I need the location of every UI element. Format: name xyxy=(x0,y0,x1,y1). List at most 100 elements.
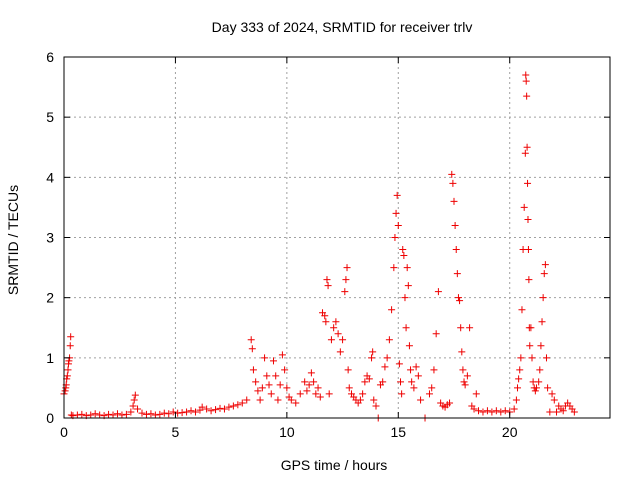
data-point xyxy=(67,333,75,341)
data-point xyxy=(425,390,433,398)
x-tick-label: 10 xyxy=(279,424,295,440)
data-point xyxy=(456,297,464,305)
data-point xyxy=(546,408,554,416)
data-point xyxy=(434,288,442,296)
data-point xyxy=(305,381,313,389)
data-point xyxy=(454,294,462,302)
data-point xyxy=(130,396,138,404)
data-point xyxy=(169,408,177,416)
data-point xyxy=(393,191,401,199)
data-point xyxy=(272,372,280,380)
data-point xyxy=(523,92,531,100)
data-point xyxy=(370,396,378,404)
data-point xyxy=(394,221,402,229)
data-point xyxy=(524,246,532,254)
data-point xyxy=(542,354,550,362)
data-point xyxy=(283,384,291,392)
data-point xyxy=(524,179,532,187)
data-point xyxy=(501,407,509,415)
data-point xyxy=(559,407,567,415)
data-point xyxy=(448,170,456,178)
data-point xyxy=(261,354,269,362)
data-point xyxy=(316,393,324,401)
data-point xyxy=(383,354,391,362)
data-point xyxy=(322,318,330,326)
data-point xyxy=(488,408,496,416)
data-point xyxy=(535,378,543,386)
data-point xyxy=(303,387,311,395)
data-point xyxy=(203,405,211,413)
data-point xyxy=(523,143,531,151)
x-axis-label: GPS time / hours xyxy=(281,457,388,473)
data-point xyxy=(492,407,500,415)
data-point xyxy=(372,402,380,410)
data-point xyxy=(521,149,529,157)
data-point xyxy=(229,402,237,410)
data-point xyxy=(391,234,399,241)
data-point xyxy=(67,411,75,419)
data-point xyxy=(532,384,540,392)
data-point xyxy=(287,396,295,404)
data-point xyxy=(243,396,251,404)
data-point xyxy=(212,406,220,414)
data-point xyxy=(265,381,273,389)
data-point xyxy=(96,411,104,419)
data-point xyxy=(122,410,130,418)
data-point xyxy=(536,366,544,374)
data-point xyxy=(417,396,425,404)
data-point xyxy=(341,288,349,296)
data-point xyxy=(325,390,333,398)
data-point xyxy=(459,366,467,374)
data-point xyxy=(369,348,377,356)
data-point xyxy=(248,345,256,353)
data-point xyxy=(276,381,284,389)
data-point xyxy=(142,410,150,418)
data-point xyxy=(256,396,264,404)
data-point xyxy=(61,387,69,395)
data-point xyxy=(296,390,304,398)
data-point xyxy=(517,354,525,362)
data-point xyxy=(332,318,340,326)
data-point xyxy=(342,276,350,284)
data-point xyxy=(446,399,454,407)
data-point xyxy=(414,372,422,380)
data-point xyxy=(65,357,73,365)
data-point xyxy=(412,363,420,371)
data-point xyxy=(466,324,474,332)
data-point xyxy=(165,410,173,418)
data-point xyxy=(324,282,332,290)
data-point xyxy=(522,77,530,85)
data-point xyxy=(379,378,387,386)
data-point xyxy=(537,342,545,350)
data-point xyxy=(522,71,530,79)
data-point xyxy=(395,360,403,368)
data-points xyxy=(60,71,578,422)
data-point xyxy=(263,372,271,380)
data-point xyxy=(392,209,400,217)
data-point xyxy=(512,396,520,404)
data-point xyxy=(531,387,539,395)
data-point xyxy=(365,375,373,383)
grid-lines xyxy=(64,57,610,418)
data-point xyxy=(198,403,206,411)
data-point xyxy=(453,270,461,278)
data-point xyxy=(475,407,483,415)
data-point xyxy=(131,391,139,399)
data-point xyxy=(430,366,438,374)
data-point xyxy=(292,399,300,407)
data-point xyxy=(510,405,518,413)
data-point xyxy=(518,306,526,314)
data-point xyxy=(400,252,408,260)
data-point xyxy=(520,203,528,211)
data-point xyxy=(345,384,353,392)
data-point xyxy=(516,366,524,374)
data-point xyxy=(497,408,505,416)
data-point xyxy=(160,409,168,417)
data-point xyxy=(234,401,242,409)
data-point xyxy=(403,264,411,272)
data-point xyxy=(134,405,142,413)
data-point xyxy=(129,402,137,410)
data-point xyxy=(183,408,191,416)
data-point xyxy=(220,405,228,413)
data-point xyxy=(73,411,81,419)
